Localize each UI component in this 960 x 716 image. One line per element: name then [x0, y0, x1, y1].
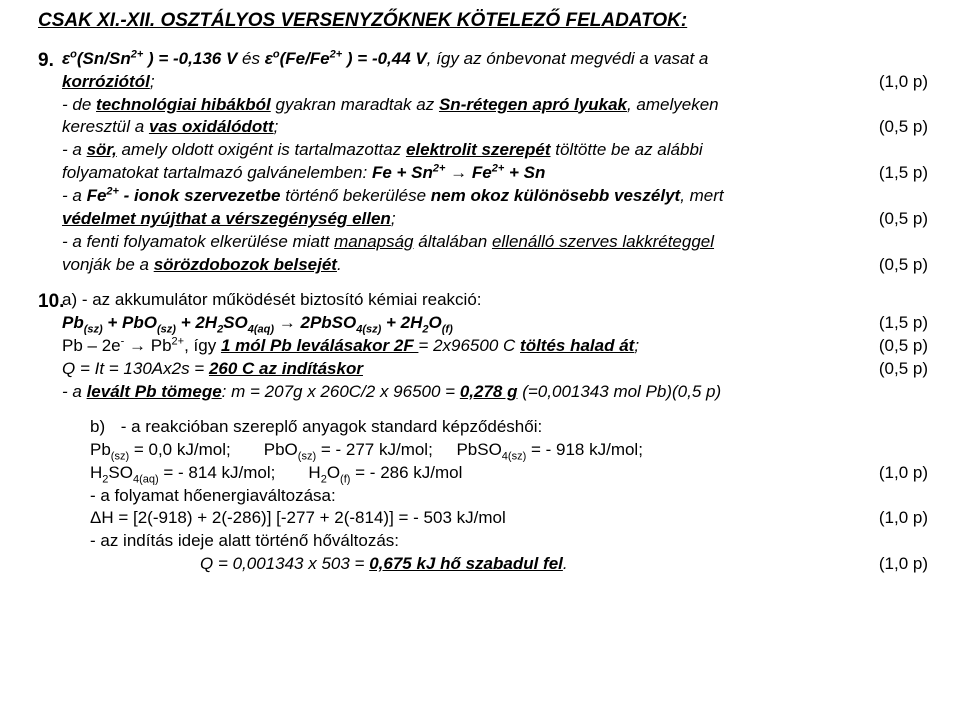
q10a-line2: Pb(sz) + PbO(sz) + 2H2SO4(aq) → 2PbSO4(s…: [62, 312, 928, 335]
q10a-line1: a) - az akkumulátor működését biztosító …: [62, 289, 928, 312]
q9-line8: védelmet nyújthat a vérszegénység ellen;…: [62, 208, 928, 231]
q10a-line5: - a levált Pb tömege: m = 207g x 260C/2 …: [62, 381, 928, 404]
q9-line9: - a fenti folyamatok elkerülése miatt ma…: [62, 231, 928, 254]
q9-number: 9.: [38, 48, 62, 74]
q10b-line3: H2SO4(aq) = - 814 kJ/mol; H2O(f) = - 286…: [90, 462, 928, 485]
q9-line5: - a sör, amely oldott oxigént is tartalm…: [62, 139, 928, 162]
question-10a: 10. a) - az akkumulátor működését biztos…: [38, 289, 928, 404]
question-10b: b) - a reakcióban szereplő anyagok stand…: [90, 416, 928, 577]
q9-line3: - de technológiai hibákból gyakran marad…: [62, 94, 928, 117]
q10b-line4: - a folyamat hőenergiaváltozása:: [90, 485, 928, 508]
q9-line6: folyamatokat tartalmazó galvánelemben: F…: [62, 162, 928, 185]
q9-line4: keresztül a vas oxidálódott; (0,5 p): [62, 116, 928, 139]
q10b-line1: b) - a reakcióban szereplő anyagok stand…: [90, 416, 928, 439]
q9-line2: korróziótól; (1,0 p): [62, 71, 928, 94]
q9-line7: - a Fe2+ - ionok szervezetbe történő bek…: [62, 185, 928, 208]
q9-line10: vonják be a sörözdobozok belsejét. (0,5 …: [62, 254, 928, 277]
q10b-line6: - az indítás ideje alatt történő hőválto…: [90, 530, 928, 553]
page-heading: CSAK XI.-XII. OSZTÁLYOS VERSENYZŐKNEK KÖ…: [38, 8, 928, 34]
q10b-line5: ΔH = [2(-918) + 2(-286)] [-277 + 2(-814)…: [90, 507, 928, 530]
q10b-line2: Pb(sz) = 0,0 kJ/mol; PbO(sz) = - 277 kJ/…: [90, 439, 928, 462]
q10a-line3: Pb – 2e- → Pb2+, így 1 mól Pb leválásako…: [62, 335, 928, 358]
q10-number: 10.: [38, 289, 62, 315]
question-9: 9. εo(Sn/Sn2+ ) = -0,136 V és εo(Fe/Fe2+…: [38, 48, 928, 277]
q10a-line4: Q = It = 130Ax2s = 260 C az indításkor (…: [62, 358, 928, 381]
q10b-line7: Q = 0,001343 x 503 = 0,675 kJ hő szabadu…: [90, 553, 928, 576]
q9-line1: εo(Sn/Sn2+ ) = -0,136 V és εo(Fe/Fe2+ ) …: [62, 48, 928, 71]
